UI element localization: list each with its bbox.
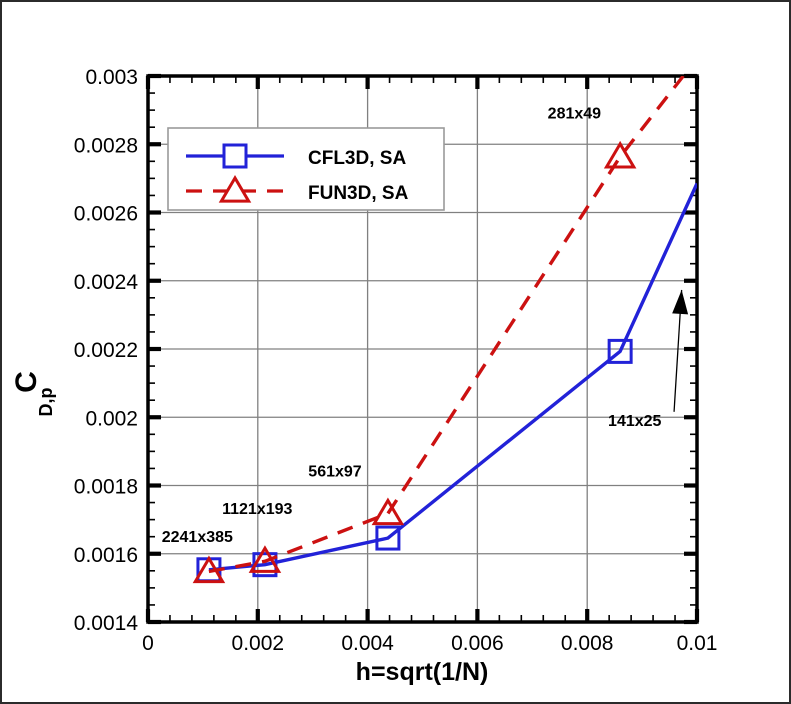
axis-frame (146, 74, 699, 624)
y-tick-label: 0.002 (85, 407, 138, 430)
annotation-label: 2241x385 (162, 529, 233, 546)
legend-marker-square (222, 143, 248, 169)
marker-square (375, 525, 401, 551)
legend-marker-triangle (218, 175, 252, 203)
x-axis-title: h=sqrt(1/N) (356, 658, 489, 686)
x-tick-label: 0.008 (561, 632, 614, 655)
y-tick-label: 0.0024 (74, 271, 139, 294)
annotation-layer: 2241x385 1121x193 561x97 281x49 141x25 (162, 105, 689, 546)
x-tick-label: 0.002 (232, 632, 285, 655)
y-tick-label: 0.0018 (74, 476, 138, 499)
annotation-label: 561x97 (308, 463, 361, 480)
data-series-layer (192, 76, 697, 584)
gridlines (148, 76, 698, 622)
y-tick-label: 0.0014 (74, 612, 139, 635)
annotation-arrowhead (672, 289, 689, 315)
x-tick-label: 0.006 (451, 632, 504, 655)
y-axis-title-main: C (10, 371, 43, 393)
y-tick-label: 0.0016 (74, 544, 138, 567)
series-line-2 (208, 76, 685, 574)
marker-triangle (248, 545, 282, 573)
legend[interactable]: CFL3D, SA FUN3D, SA (167, 127, 445, 211)
y-tick-labels: 0.0014 0.0016 0.0018 0.002 0.0022 0.0024 0.002… (74, 66, 139, 635)
marker-triangle (192, 555, 226, 584)
x-tick-label: 0 (142, 632, 154, 655)
marker-triangle (603, 140, 637, 169)
legend-entries: CFL3D, SA FUN3D, SA (186, 143, 409, 204)
legend-box (167, 127, 445, 211)
annotation-label: 141x25 (608, 413, 661, 430)
legend-item-label-2: FUN3D, SA (308, 183, 409, 204)
annotation-label: 281x49 (548, 105, 601, 122)
y-axis-title-subscript: D,p (36, 388, 56, 417)
y-tick-label: 0.0022 (74, 339, 138, 362)
x-tick-labels: 0 0.002 0.004 0.006 0.008 0.01 (142, 632, 717, 655)
y-tick-label: 0.0026 (74, 203, 138, 226)
y-tick-label: 0.0028 (74, 134, 138, 157)
y-tick-label: 0.003 (85, 66, 138, 89)
y-axis-title: C D,p (10, 371, 56, 416)
marker-triangle (371, 497, 405, 526)
marker-square (607, 338, 633, 364)
x-tick-label: 0.01 (677, 632, 718, 655)
x-tick-label: 0.004 (341, 632, 394, 655)
legend-item-label-1: CFL3D, SA (308, 148, 406, 169)
annotation-label: 1121x193 (222, 501, 292, 518)
